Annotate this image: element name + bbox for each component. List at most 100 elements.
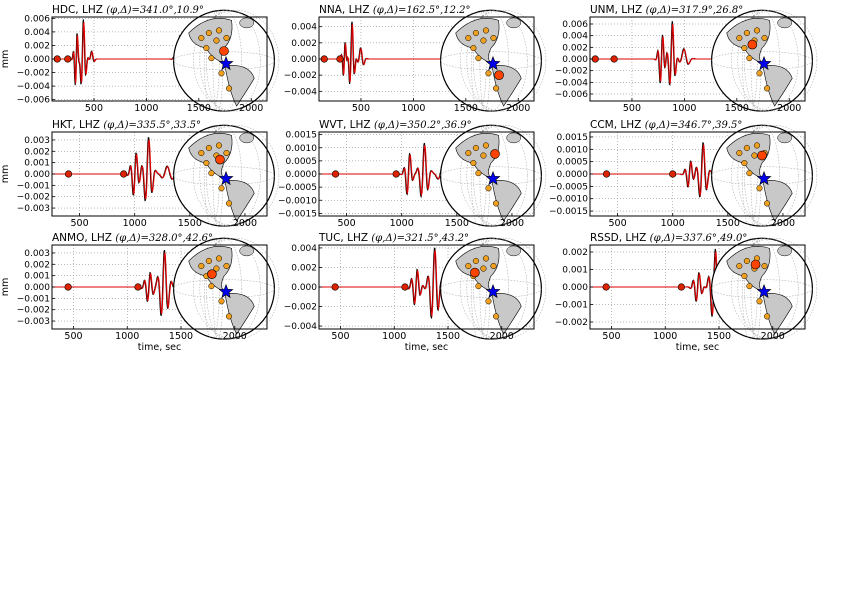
- x-tick-label: 1000: [661, 218, 685, 229]
- phase-marker: [602, 283, 610, 291]
- y-tick-label: 0.002: [562, 43, 588, 53]
- globe-meridian: [193, 238, 280, 340]
- station-dot: [485, 185, 492, 192]
- globe-meridian: [473, 238, 509, 340]
- station-dot: [756, 70, 763, 77]
- station-active-dot: [494, 70, 504, 80]
- phase-marker: [331, 170, 340, 178]
- phase-marker: [602, 170, 611, 178]
- panel-title-station: HKT, LHZ: [52, 119, 103, 131]
- phase-marker: [392, 170, 400, 178]
- globe-map-6: [173, 237, 280, 340]
- station-dot: [198, 149, 205, 157]
- y-tick-label: −0.006: [555, 90, 589, 100]
- globe-meridian: [206, 10, 242, 112]
- x-tick-label: 500: [331, 331, 349, 342]
- station-dot: [480, 152, 487, 159]
- station-dot: [743, 144, 750, 152]
- phase-marker: [336, 55, 344, 63]
- x-tick-label: 1000: [401, 103, 425, 114]
- station-dot: [480, 265, 487, 272]
- y-tick-label: 0.000: [24, 55, 50, 65]
- x-tick-label: 1500: [169, 331, 193, 342]
- globe-meridian: [731, 10, 818, 112]
- station-dot: [470, 45, 477, 52]
- y-tick-label: 0.006: [24, 14, 50, 24]
- y-axis-label: mm: [0, 278, 11, 297]
- station-dot: [490, 34, 497, 42]
- station-dot: [213, 37, 220, 44]
- x-tick-label: 1500: [707, 331, 731, 342]
- panel-title: TUC, LHZ (φ,Δ)=321.5°,43.2°: [318, 232, 469, 244]
- panel-title-params: (φ,Δ)=335.5°,33.5°: [103, 120, 201, 131]
- station-dot: [198, 34, 205, 42]
- y-tick-label: −0.0010: [549, 195, 588, 205]
- x-tick-label: 500: [64, 331, 82, 342]
- x-tick-label: 1000: [134, 103, 158, 114]
- y-tick-label: 0.002: [24, 41, 50, 51]
- x-tick-label: 2000: [500, 218, 524, 229]
- event-star: [485, 283, 501, 299]
- panel-title: HKT, LHZ (φ,Δ)=335.5°,33.5°: [52, 119, 201, 131]
- y-tick-label: 0.0005: [557, 158, 589, 168]
- station-dot: [215, 142, 223, 149]
- globe-meridian: [737, 238, 799, 340]
- event-star: [756, 55, 772, 71]
- panel-title: ANMO, LHZ (φ,Δ)=328.0°,42.6°: [52, 232, 213, 244]
- station-dot: [480, 37, 487, 44]
- station-dot: [761, 262, 768, 270]
- y-tick-label: 0.002: [24, 147, 50, 157]
- station-dot: [203, 160, 210, 167]
- globe-meridian: [744, 238, 780, 340]
- station-dot: [475, 283, 482, 290]
- y-tick-label: 0.004: [24, 28, 50, 38]
- globe-meridian: [731, 238, 818, 340]
- station-dot: [763, 200, 771, 207]
- globe-meridian: [199, 238, 261, 340]
- station-dot: [465, 149, 472, 157]
- station-dot: [472, 257, 479, 265]
- panel-unm: UNM, LHZ (φ,Δ)=317.9°,26.8° 500 1000 1500 20…: [555, 4, 818, 114]
- panel-title: WVT, LHZ (φ,Δ)=350.2°,36.9°: [319, 119, 472, 131]
- globe-map-7: [440, 237, 547, 340]
- x-tick-label: 1000: [653, 331, 677, 342]
- x-tick-label: 2000: [239, 103, 263, 114]
- event-star: [218, 55, 234, 71]
- x-tick-label: 1500: [445, 218, 469, 229]
- phase-marker: [331, 283, 339, 291]
- x-tick-label: 1500: [187, 103, 211, 114]
- station-dot: [763, 85, 771, 92]
- station-dot: [741, 273, 748, 280]
- phase-marker: [64, 283, 72, 291]
- y-tick-label: 0.002: [24, 260, 50, 270]
- x-tick-label: 1500: [436, 331, 460, 342]
- x-tick-label: 2000: [490, 331, 514, 342]
- station-dot: [753, 142, 761, 149]
- station-dot: [223, 262, 230, 270]
- globe-meridian: [199, 125, 261, 227]
- station-dot: [485, 70, 492, 77]
- station-dot: [225, 85, 233, 92]
- station-active-dot: [207, 269, 217, 279]
- station-dot: [482, 27, 490, 34]
- station-dot: [756, 298, 763, 305]
- land-greenland: [777, 17, 792, 29]
- panel-title: UNM, LHZ (φ,Δ)=317.9°,26.8°: [590, 4, 743, 16]
- y-tick-label: 0.000: [291, 283, 317, 293]
- panel-nna: NNA, LHZ (φ,Δ)=162.5°,12.2° 500 1000 1500 20…: [284, 4, 547, 114]
- panel-title-params: (φ,Δ)=317.9°,26.8°: [646, 5, 744, 16]
- y-tick-label: 0.004: [291, 244, 317, 254]
- y-tick-label: −0.0015: [549, 207, 588, 217]
- globe-map-8: [710, 237, 818, 340]
- station-dot: [492, 313, 500, 320]
- globe-map-3: [173, 124, 280, 227]
- y-tick-label: −0.004: [555, 78, 589, 88]
- y-tick-label: −0.003: [17, 317, 50, 327]
- globe-meridian: [737, 10, 799, 112]
- station-dot: [492, 200, 500, 207]
- station-dot: [472, 144, 479, 152]
- y-tick-label: −0.002: [17, 193, 50, 203]
- station-dot: [465, 262, 472, 270]
- y-tick-label: −0.002: [17, 306, 50, 316]
- panel-title-params: (φ,Δ)=162.5°,12.2°: [373, 5, 471, 16]
